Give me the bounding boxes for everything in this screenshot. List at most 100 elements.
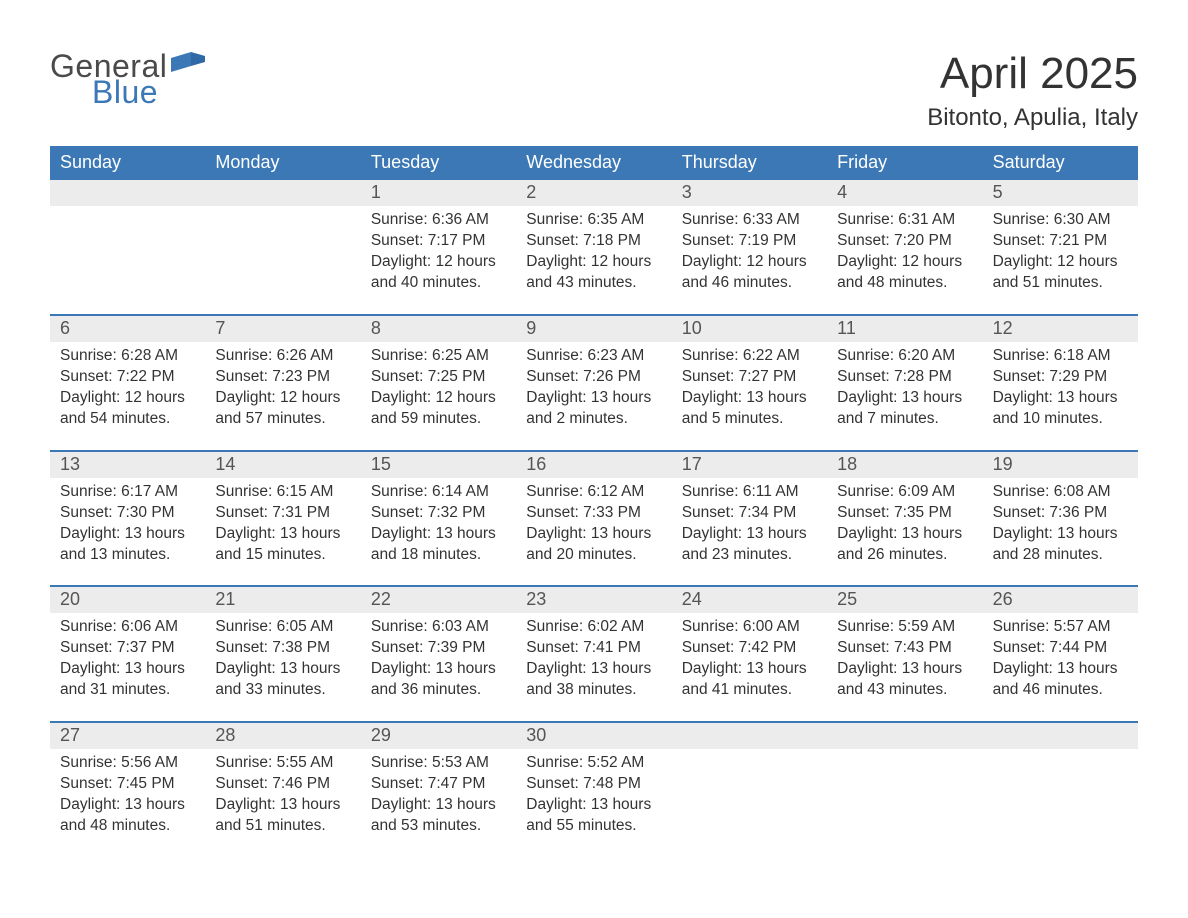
sunset-text: Sunset: 7:22 PM [60,367,195,388]
sunrise-text: Sunrise: 6:36 AM [371,210,506,231]
day-number: 21 [205,587,360,613]
calendar-week: 13141516171819Sunrise: 6:17 AMSunset: 7:… [50,450,1138,572]
sunrise-text: Sunrise: 6:35 AM [526,210,661,231]
day-cell: Sunrise: 6:09 AMSunset: 7:35 PMDaylight:… [827,478,982,572]
day-number: 1 [361,180,516,206]
day-number: 4 [827,180,982,206]
sunrise-text: Sunrise: 6:25 AM [371,346,506,367]
sunrise-text: Sunrise: 6:20 AM [837,346,972,367]
calendar-week: 12345Sunrise: 6:36 AMSunset: 7:17 PMDayl… [50,180,1138,300]
day-cell: Sunrise: 6:25 AMSunset: 7:25 PMDaylight:… [361,342,516,436]
day-number: 14 [205,452,360,478]
day-number: 9 [516,316,671,342]
day-number: 27 [50,723,205,749]
day-number: 20 [50,587,205,613]
sunset-text: Sunset: 7:20 PM [837,231,972,252]
sunrise-text: Sunrise: 5:57 AM [993,617,1128,638]
sunset-text: Sunset: 7:46 PM [215,774,350,795]
day-number: 3 [672,180,827,206]
sunset-text: Sunset: 7:34 PM [682,503,817,524]
daylight-text: Daylight: 12 hours and 48 minutes. [837,252,972,294]
daylight-text: Daylight: 13 hours and 38 minutes. [526,659,661,701]
sunrise-text: Sunrise: 6:26 AM [215,346,350,367]
sunset-text: Sunset: 7:39 PM [371,638,506,659]
calendar-page: General Blue April 2025 Bitonto, Apulia,… [0,0,1188,883]
day-cell: Sunrise: 6:05 AMSunset: 7:38 PMDaylight:… [205,613,360,707]
day-number: 8 [361,316,516,342]
sunset-text: Sunset: 7:26 PM [526,367,661,388]
day-cell [205,206,360,300]
daylight-text: Daylight: 12 hours and 59 minutes. [371,388,506,430]
daylight-text: Daylight: 13 hours and 2 minutes. [526,388,661,430]
sunrise-text: Sunrise: 6:15 AM [215,482,350,503]
sunset-text: Sunset: 7:35 PM [837,503,972,524]
day-number [50,180,205,206]
daynum-row: 13141516171819 [50,452,1138,478]
daylight-text: Daylight: 13 hours and 10 minutes. [993,388,1128,430]
weekday-header-cell: Thursday [672,146,827,180]
sunset-text: Sunset: 7:18 PM [526,231,661,252]
daylight-text: Daylight: 12 hours and 43 minutes. [526,252,661,294]
daylight-text: Daylight: 13 hours and 20 minutes. [526,524,661,566]
day-cell: Sunrise: 6:23 AMSunset: 7:26 PMDaylight:… [516,342,671,436]
daylight-text: Daylight: 13 hours and 43 minutes. [837,659,972,701]
daylight-text: Daylight: 12 hours and 54 minutes. [60,388,195,430]
sunset-text: Sunset: 7:42 PM [682,638,817,659]
calendar-week: 6789101112Sunrise: 6:28 AMSunset: 7:22 P… [50,314,1138,436]
sunrise-text: Sunrise: 5:56 AM [60,753,195,774]
day-number: 11 [827,316,982,342]
day-number [672,723,827,749]
weekday-header-cell: Saturday [983,146,1138,180]
daylight-text: Daylight: 12 hours and 51 minutes. [993,252,1128,294]
sunset-text: Sunset: 7:27 PM [682,367,817,388]
sunset-text: Sunset: 7:48 PM [526,774,661,795]
day-cell: Sunrise: 6:20 AMSunset: 7:28 PMDaylight:… [827,342,982,436]
day-cell [827,749,982,843]
page-title: April 2025 [927,50,1138,98]
daynum-row: 27282930 [50,723,1138,749]
sunset-text: Sunset: 7:30 PM [60,503,195,524]
weekday-header-row: SundayMondayTuesdayWednesdayThursdayFrid… [50,146,1138,180]
day-number [827,723,982,749]
sunset-text: Sunset: 7:32 PM [371,503,506,524]
sunset-text: Sunset: 7:33 PM [526,503,661,524]
day-number: 16 [516,452,671,478]
sunrise-text: Sunrise: 6:00 AM [682,617,817,638]
calendar-grid: SundayMondayTuesdayWednesdayThursdayFrid… [50,146,1138,842]
sunset-text: Sunset: 7:44 PM [993,638,1128,659]
header-row: General Blue April 2025 Bitonto, Apulia,… [50,50,1138,132]
sunset-text: Sunset: 7:29 PM [993,367,1128,388]
daylight-text: Daylight: 13 hours and 31 minutes. [60,659,195,701]
daylight-text: Daylight: 13 hours and 23 minutes. [682,524,817,566]
sunset-text: Sunset: 7:36 PM [993,503,1128,524]
sunrise-text: Sunrise: 6:03 AM [371,617,506,638]
sunrise-text: Sunrise: 6:11 AM [682,482,817,503]
day-cell: Sunrise: 6:31 AMSunset: 7:20 PMDaylight:… [827,206,982,300]
sunset-text: Sunset: 7:28 PM [837,367,972,388]
sunset-text: Sunset: 7:25 PM [371,367,506,388]
sunrise-text: Sunrise: 6:33 AM [682,210,817,231]
day-number: 26 [983,587,1138,613]
day-cell: Sunrise: 6:14 AMSunset: 7:32 PMDaylight:… [361,478,516,572]
daylight-text: Daylight: 13 hours and 7 minutes. [837,388,972,430]
sunrise-text: Sunrise: 5:53 AM [371,753,506,774]
sunset-text: Sunset: 7:19 PM [682,231,817,252]
day-cell: Sunrise: 6:11 AMSunset: 7:34 PMDaylight:… [672,478,827,572]
day-cell: Sunrise: 6:17 AMSunset: 7:30 PMDaylight:… [50,478,205,572]
daylight-text: Daylight: 13 hours and 18 minutes. [371,524,506,566]
daylight-text: Daylight: 12 hours and 40 minutes. [371,252,506,294]
daylight-text: Daylight: 13 hours and 46 minutes. [993,659,1128,701]
brand-logo: General Blue [50,50,205,108]
day-cell: Sunrise: 6:12 AMSunset: 7:33 PMDaylight:… [516,478,671,572]
day-number [983,723,1138,749]
daylight-text: Daylight: 13 hours and 5 minutes. [682,388,817,430]
sunrise-text: Sunrise: 6:18 AM [993,346,1128,367]
sunrise-text: Sunrise: 5:52 AM [526,753,661,774]
day-cell: Sunrise: 6:15 AMSunset: 7:31 PMDaylight:… [205,478,360,572]
sunset-text: Sunset: 7:23 PM [215,367,350,388]
daylight-text: Daylight: 13 hours and 41 minutes. [682,659,817,701]
daylight-text: Daylight: 13 hours and 51 minutes. [215,795,350,837]
day-number: 24 [672,587,827,613]
daylight-text: Daylight: 13 hours and 48 minutes. [60,795,195,837]
day-number: 12 [983,316,1138,342]
